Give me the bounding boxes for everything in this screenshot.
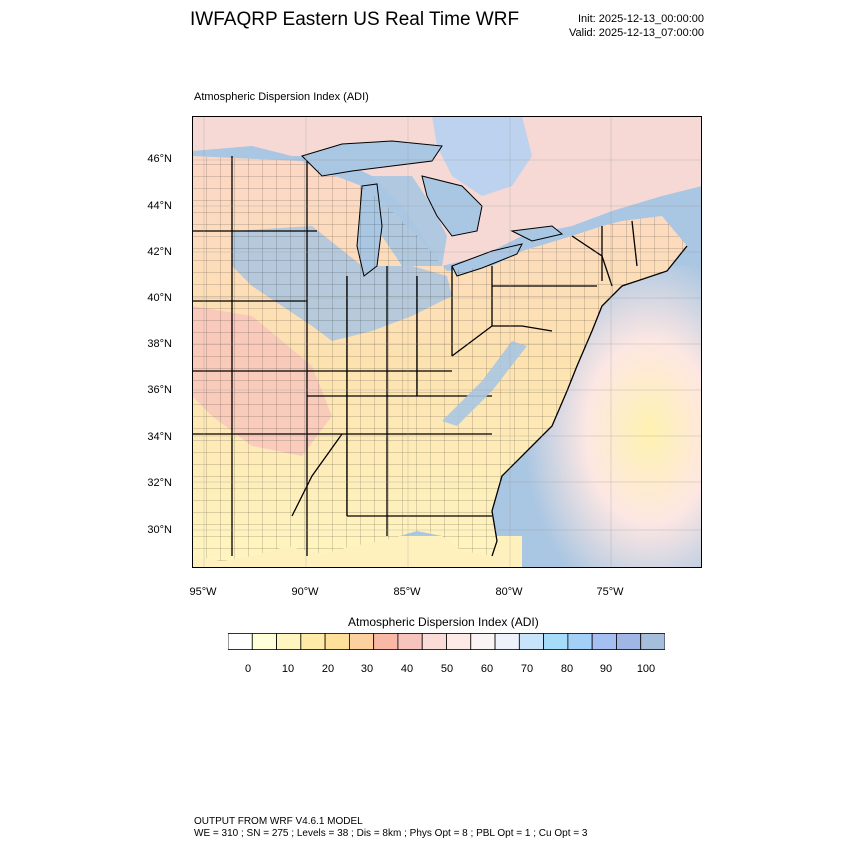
colorbar-label-20: 20 (321, 663, 335, 675)
colorbar-title: Atmospheric Dispersion Index (ADI) (348, 615, 539, 629)
lat-label-38: 38°N (147, 338, 172, 350)
footer-model: OUTPUT FROM WRF V4.6.1 MODEL (194, 816, 363, 827)
colorbar-swatch (421, 633, 447, 650)
lat-label-30: 30°N (147, 524, 172, 536)
colorbar-swatches (227, 633, 666, 650)
colorbar-swatch (616, 633, 642, 650)
colorbar-swatch (397, 633, 423, 650)
colorbar-swatch (567, 633, 593, 650)
colorbar-swatch (276, 633, 302, 650)
lon-label-90: 90°W (291, 586, 319, 598)
lat-label-32: 32°N (147, 477, 172, 489)
colorbar-label-100: 100 (636, 663, 656, 675)
lat-label-44: 44°N (147, 200, 172, 212)
appalachian-high-adi (442, 341, 527, 426)
graticule (192, 116, 702, 568)
lake-superior (301, 140, 443, 177)
colorbar-swatch (543, 633, 569, 650)
colorbar-swatch (470, 633, 496, 650)
colorbar-swatch (591, 633, 617, 650)
lat-label-42: 42°N (147, 246, 172, 258)
map-canvas (192, 116, 702, 568)
colorbar-label-70: 70 (520, 663, 534, 675)
colorbar-label-30: 30 (360, 663, 374, 675)
colorbar (227, 633, 666, 650)
east-coastline (491, 245, 688, 557)
lat-label-36: 36°N (147, 384, 172, 396)
lat-label-34: 34°N (147, 431, 172, 443)
lat-label-46: 46°N (147, 153, 172, 165)
field-label: Atmospheric Dispersion Index (ADI) (194, 91, 369, 103)
map-border (192, 116, 702, 568)
colorbar-swatch (324, 633, 350, 650)
colorbar-swatch (640, 633, 666, 650)
init-time: Init: 2025-12-13_00:00:00 (578, 13, 704, 25)
colorbar-label-60: 60 (480, 663, 494, 675)
colorbar-swatch (348, 633, 375, 650)
adi-map (192, 116, 702, 568)
colorbar-label-50: 50 (440, 663, 454, 675)
lat-label-40: 40°N (147, 292, 172, 304)
colorbar-swatch (300, 633, 326, 650)
state-boundaries (192, 156, 638, 556)
plot-title: IWFAQRP Eastern US Real Time WRF (190, 9, 520, 30)
ontario-blue (432, 116, 532, 196)
colorbar-swatch (227, 633, 253, 650)
lon-label-75: 75°W (596, 586, 624, 598)
colorbar-label-10: 10 (281, 663, 295, 675)
lake-ontario (510, 225, 564, 242)
lon-label-95: 95°W (189, 586, 217, 598)
colorbar-swatch (518, 633, 545, 650)
colorbar-swatch (373, 633, 399, 650)
lon-label-80: 80°W (495, 586, 523, 598)
county-grid (192, 156, 687, 561)
colorbar-label-80: 80 (560, 663, 574, 675)
colorbar-label-90: 90 (599, 663, 613, 675)
colorbar-swatch (494, 633, 520, 650)
colorbar-swatch (446, 633, 472, 650)
colorbar-label-40: 40 (400, 663, 414, 675)
valid-time: Valid: 2025-12-13_07:00:00 (569, 27, 704, 39)
colorbar-label-0: 0 (244, 663, 252, 675)
lon-label-85: 85°W (393, 586, 421, 598)
footer-config: WE = 310 ; SN = 275 ; Levels = 38 ; Dis … (194, 828, 588, 839)
colorbar-swatch (251, 633, 277, 650)
